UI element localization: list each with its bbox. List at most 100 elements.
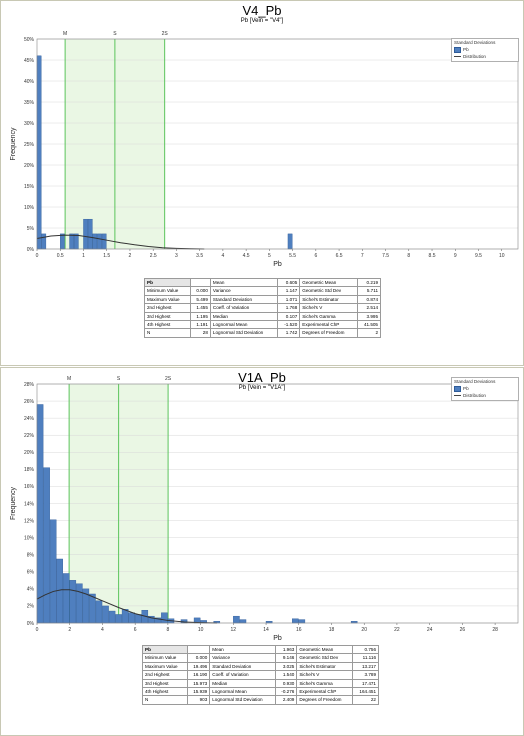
x-tick-label: 0 [36, 627, 39, 633]
x-tick-label: 26 [460, 627, 466, 633]
x-tick-label: 10 [198, 627, 204, 633]
legend-item-line: Distribution [454, 53, 516, 60]
histogram-bar [134, 614, 142, 624]
stats-row: 4th Highest 1.191 Lognormal Mean -1.520 Expe… [144, 320, 382, 330]
stats-value: 0.000 [186, 653, 211, 663]
histogram-bar [92, 233, 98, 250]
stats-value: 0.605 [277, 277, 301, 288]
legend-label: Pb [463, 47, 469, 52]
stats-row: Maximum Value 5.499 Standard Deviation 1.07… [144, 294, 382, 305]
stats-label: Lognormal Std Deviation [209, 328, 279, 338]
stats-value: 1.147 [277, 286, 301, 296]
stats-label: Minimum Value [144, 286, 191, 296]
histogram-chart: 0% 2% 4% 6% 8% 10% 12% 14% 16% 18% 20% 22% 24% 26% 28%… [10, 376, 519, 642]
stats-row: 2nd Highest 16.190 Coeff. of Variation 1.54… [142, 670, 379, 680]
y-tick-label: 5% [27, 226, 35, 232]
bar-swatch [454, 385, 461, 392]
x-tick-label: 5 [268, 253, 271, 259]
stats-value: 13.217 [352, 661, 379, 672]
histogram-bar [121, 609, 129, 624]
x-tick-label: 6 [314, 253, 317, 259]
y-tick-label: 15% [24, 184, 35, 190]
stats-label: Sichel's Estimator [299, 294, 358, 305]
stats-label: Variance [209, 653, 276, 663]
y-tick-label: 6% [27, 570, 35, 576]
legend-header: Standard Deviations [454, 379, 496, 384]
stats-label: N [144, 328, 191, 338]
x-tick-label: 18 [329, 627, 335, 633]
legend-item-bars: Pb [454, 46, 516, 53]
stats-value: 1.963 [274, 644, 298, 655]
histogram-bar [36, 404, 44, 624]
stats-label: Coeff. of Variation [209, 670, 276, 680]
histogram-bar [101, 233, 107, 250]
histogram-panel-v1a: V1A_Pb Pb [Vein = "V1A"] 0% 2% 4% 6% 8% 10% 12… [0, 367, 524, 736]
histogram-bar [95, 600, 103, 624]
stats-value: 1.191 [189, 320, 211, 330]
y-axis-label: Frequency [10, 486, 17, 520]
legend-header: Standard Deviations [454, 40, 496, 45]
x-tick-label: 6.5 [336, 253, 343, 259]
stats-label: Median [209, 311, 279, 322]
x-tick-label: 1 [82, 253, 85, 259]
y-tick-label: 28% [24, 382, 35, 388]
histogram-chart: 0% 5% 10% 15% 20% 25% 30% 35% 40% 45% 50% 0 0.5 1 1.5 2… [10, 31, 519, 268]
histogram-bar [128, 612, 135, 624]
stats-row: N 28 Lognormal Std Deviation 1.742 Degrees o… [144, 328, 382, 338]
y-tick-label: 40% [24, 79, 35, 85]
chart-legend: Standard Deviations Pb Distribution [451, 38, 519, 62]
sd-label: 2S [162, 31, 169, 37]
stats-value: 1.455 [189, 303, 211, 313]
stats-row: Pb Mean 1.963 Geometric Mean 0.756 [142, 644, 379, 655]
x-tick-label: 3.5 [196, 253, 203, 259]
chart-subtitle: Pb [Vein = "V1A"] [238, 385, 286, 391]
x-tick-label: 22 [394, 627, 400, 633]
stats-value: 5.711 [356, 286, 382, 296]
line-swatch [454, 56, 461, 57]
histogram-bar [161, 612, 168, 624]
stats-label: 4th Highest [142, 687, 188, 697]
stats-row: N 903 Lognormal Std Deviation 2.409 Degrees … [142, 695, 379, 705]
legend-label: Pb [463, 386, 469, 391]
y-tick-label: 30% [24, 121, 35, 127]
chart-title: V4_Pb [242, 3, 282, 18]
sd-label: M [63, 31, 67, 37]
stats-row: Minimum Value 0.000 Variance 9.146 Geometric… [142, 653, 379, 663]
stats-label: 4th Highest [144, 320, 191, 330]
x-tick-label: 0.5 [57, 253, 64, 259]
stats-label: Coeff. of Variation [209, 303, 279, 313]
x-tick-label: 24 [427, 627, 433, 633]
x-tick-label: 6 [134, 627, 137, 633]
y-tick-label: 8% [27, 553, 35, 559]
stats-value: 9.146 [274, 653, 298, 663]
stats-value: 11.116 [352, 653, 379, 663]
x-tick-label: 4 [101, 627, 104, 633]
stats-label: N [142, 695, 188, 705]
stats-label: Maximum Value [144, 294, 191, 305]
y-tick-label: 12% [24, 518, 35, 524]
stats-label: Pb [142, 644, 188, 655]
histogram-bar [115, 614, 122, 624]
histogram-bar [108, 610, 116, 624]
histogram-bar [73, 233, 79, 250]
stats-value: 2.409 [274, 695, 298, 705]
histogram-bar [69, 233, 74, 250]
stats-value: -0.276 [274, 687, 298, 697]
stats-value: 164.451 [352, 687, 379, 697]
stats-label: 3rd Highest [142, 678, 188, 689]
stats-value: 2 [356, 328, 382, 338]
stats-value: 2.514 [356, 303, 382, 313]
stats-label: Degrees of Freedom [299, 328, 358, 338]
stats-label: Sichel's V [299, 303, 358, 313]
stats-value: 0.756 [352, 644, 379, 655]
y-tick-label: 20% [24, 163, 35, 169]
stats-value: 903 [186, 695, 211, 705]
stats-label: Standard Deviation [209, 294, 279, 305]
line-swatch [454, 395, 461, 396]
distribution-curve [36, 234, 205, 250]
stats-label: Sichel's V [296, 670, 354, 680]
sd-label: S [117, 376, 121, 382]
x-tick-label: 14 [263, 627, 269, 633]
y-tick-label: 0% [27, 621, 35, 627]
x-tick-label: 1.5 [103, 253, 110, 259]
